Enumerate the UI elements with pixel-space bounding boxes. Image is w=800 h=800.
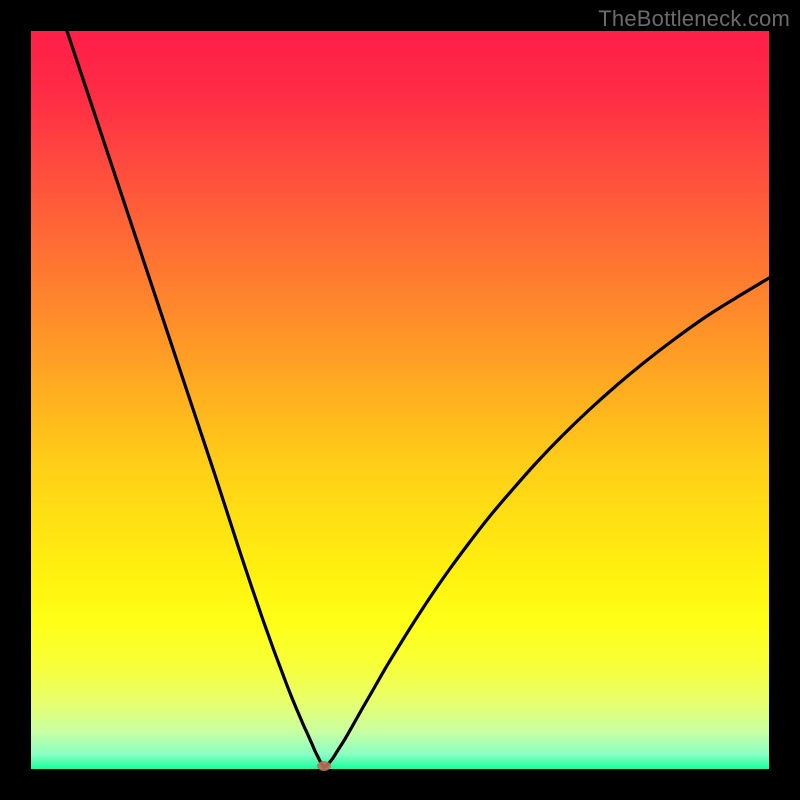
optimum-marker: [317, 761, 331, 771]
watermark-text: TheBottleneck.com: [598, 6, 790, 32]
bottleneck-chart: [0, 0, 800, 800]
plot-background: [31, 31, 769, 769]
chart-frame: { "watermark": { "text": "TheBottleneck.…: [0, 0, 800, 800]
